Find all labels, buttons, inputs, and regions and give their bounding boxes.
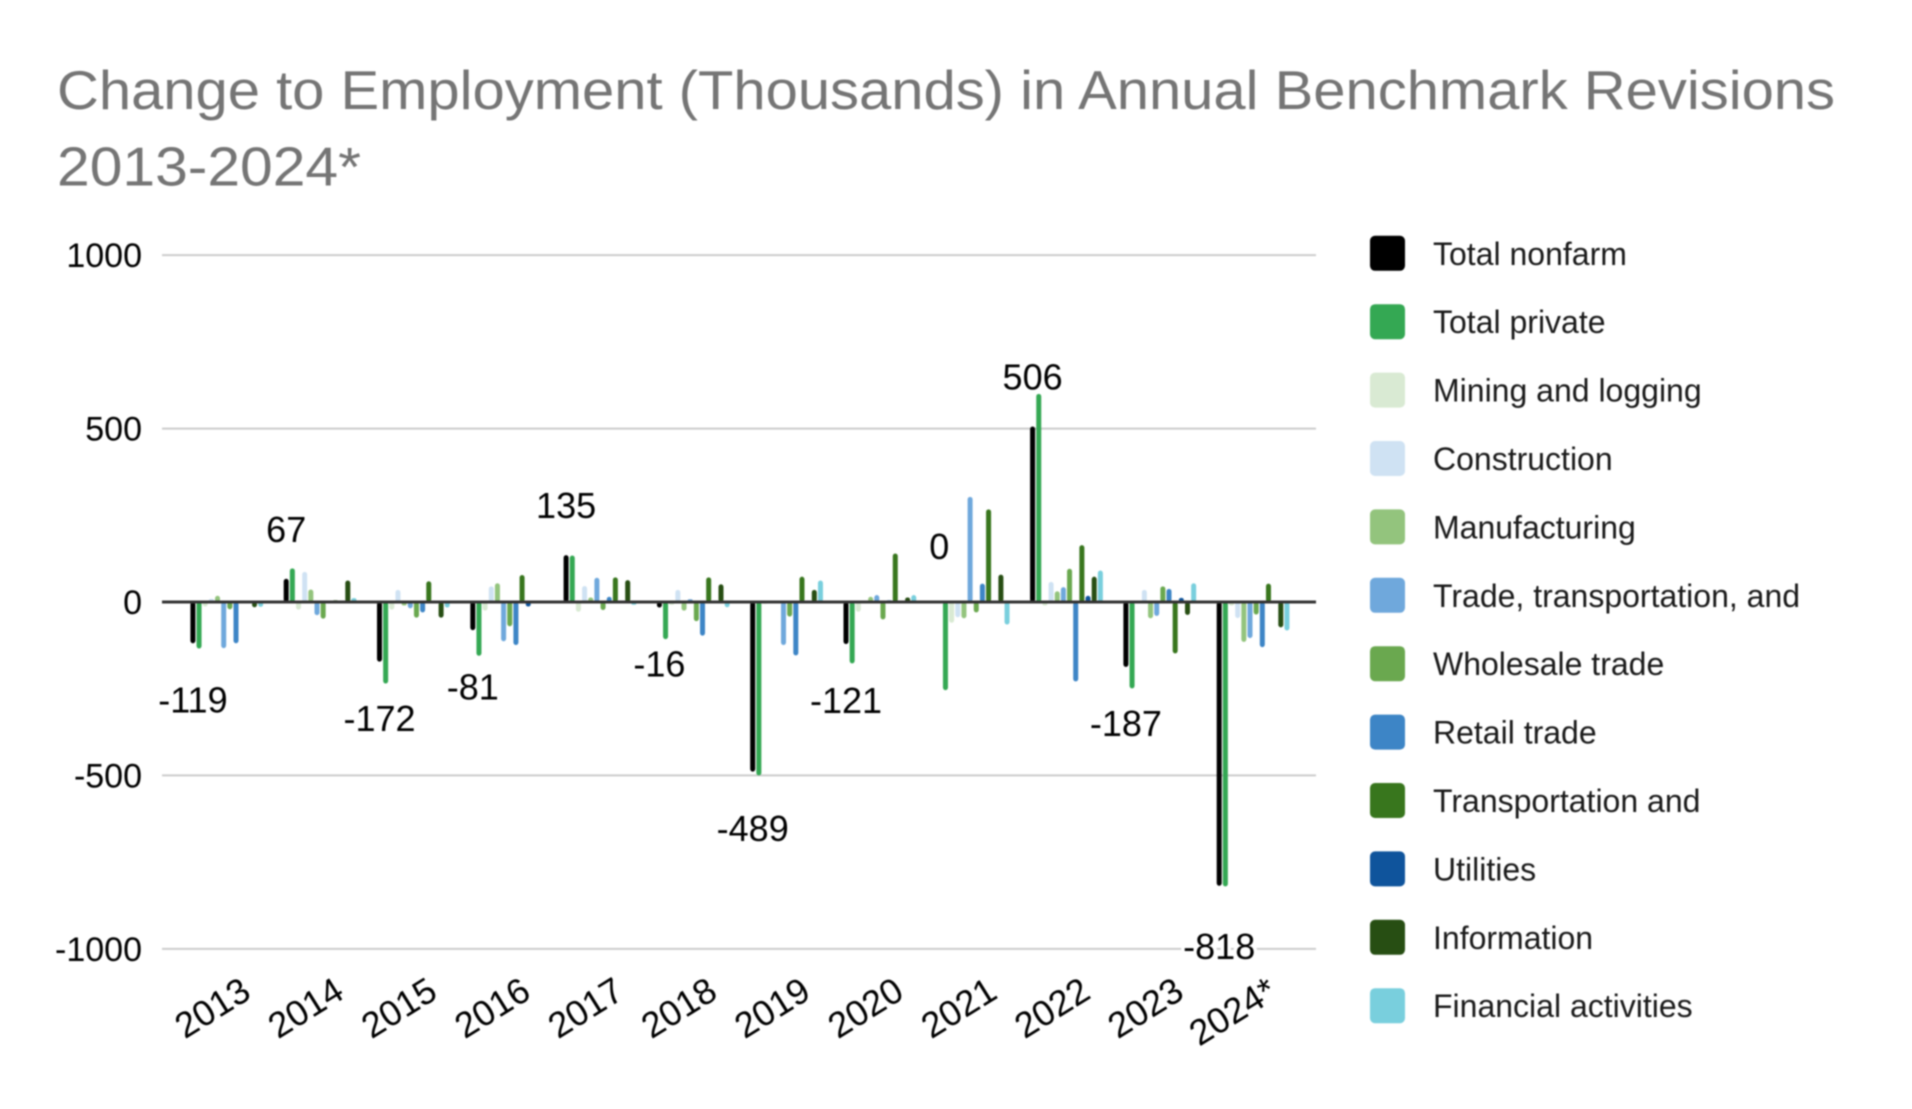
svg-text:0: 0 [123, 584, 142, 622]
svg-text:Trade, transportation, and: Trade, transportation, and [1433, 578, 1800, 614]
svg-text:Manufacturing: Manufacturing [1433, 509, 1636, 545]
svg-text:Information: Information [1433, 920, 1593, 956]
svg-text:0: 0 [929, 526, 949, 567]
svg-text:-500: -500 [74, 757, 142, 795]
svg-text:-119: -119 [158, 680, 227, 721]
svg-text:500: 500 [85, 411, 142, 449]
svg-text:-187: -187 [1090, 703, 1162, 744]
svg-text:Wholesale trade: Wholesale trade [1433, 646, 1664, 682]
svg-text:67: 67 [266, 509, 306, 550]
svg-text:-818: -818 [1183, 926, 1255, 967]
svg-text:Retail trade: Retail trade [1433, 715, 1597, 751]
svg-text:1000: 1000 [66, 237, 142, 275]
svg-text:-121: -121 [810, 680, 882, 721]
svg-text:Total private: Total private [1433, 304, 1606, 340]
svg-text:-489: -489 [717, 808, 789, 849]
svg-text:135: 135 [536, 485, 596, 526]
svg-text:Change to Employment (Thousand: Change to Employment (Thousands) in Annu… [57, 59, 1835, 121]
svg-text:Construction: Construction [1433, 441, 1613, 477]
svg-text:-172: -172 [343, 698, 415, 739]
svg-text:Utilities: Utilities [1433, 851, 1536, 887]
svg-text:Financial activities: Financial activities [1433, 988, 1693, 1024]
svg-text:Transportation and: Transportation and [1433, 783, 1700, 819]
svg-text:-81: -81 [447, 666, 499, 707]
svg-text:Mining and logging: Mining and logging [1433, 373, 1702, 409]
svg-text:-16: -16 [633, 644, 685, 685]
svg-text:Total nonfarm: Total nonfarm [1433, 236, 1627, 272]
svg-text:506: 506 [1003, 357, 1063, 398]
svg-text:2013-2024*: 2013-2024* [57, 136, 361, 198]
svg-text:-1000: -1000 [55, 931, 142, 969]
